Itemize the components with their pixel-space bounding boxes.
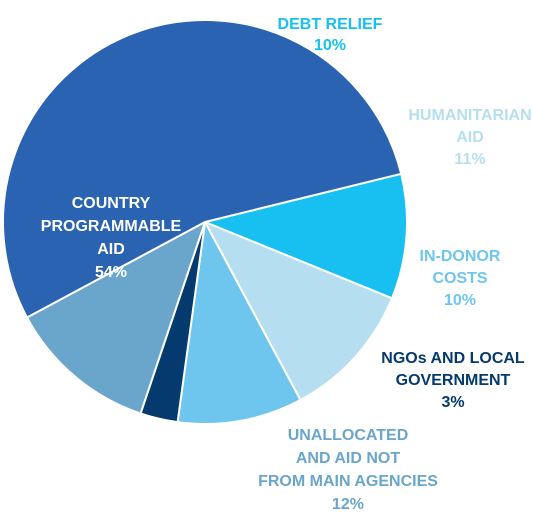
slice-label-line: FROM MAIN AGENCIES — [258, 473, 438, 490]
slice-label-4: UNALLOCATED AND AID NOT FROM MAIN AGENCIES… — [258, 427, 438, 513]
slice-value-label: 3% — [441, 394, 464, 411]
slice-label-line: COSTS — [432, 270, 487, 287]
slice-label-line: COUNTRY — [72, 195, 151, 212]
slice-label-line: UNALLOCATED — [288, 427, 409, 444]
slice-value-label: 10% — [444, 292, 476, 309]
slice-label-line: NGOs AND LOCAL — [381, 350, 525, 367]
slice-value-label: 54% — [95, 264, 127, 281]
slice-label-1: HUMANITARIAN AID 11% — [408, 107, 531, 168]
slice-value-label: 12% — [332, 496, 364, 513]
slice-label-line: IN-DONOR — [420, 248, 501, 265]
slice-label-line: GOVERNMENT — [396, 372, 511, 389]
slice-label-line: AID — [456, 129, 484, 146]
slice-value-label: 10% — [314, 37, 346, 54]
slice-label-line: HUMANITARIAN — [408, 107, 531, 124]
slice-value-label: 11% — [454, 151, 485, 168]
slice-label-line: AID — [97, 241, 125, 258]
slice-label-3: NGOs AND LOCAL GOVERNMENT 3% — [381, 350, 525, 411]
slice-label-line: DEBT RELIEF — [278, 16, 383, 33]
slice-label-line: PROGRAMMABLE — [41, 218, 182, 235]
slice-label-line: AND AID NOT — [296, 450, 401, 467]
slice-label-2: IN-DONOR COSTS 10% — [420, 248, 501, 309]
